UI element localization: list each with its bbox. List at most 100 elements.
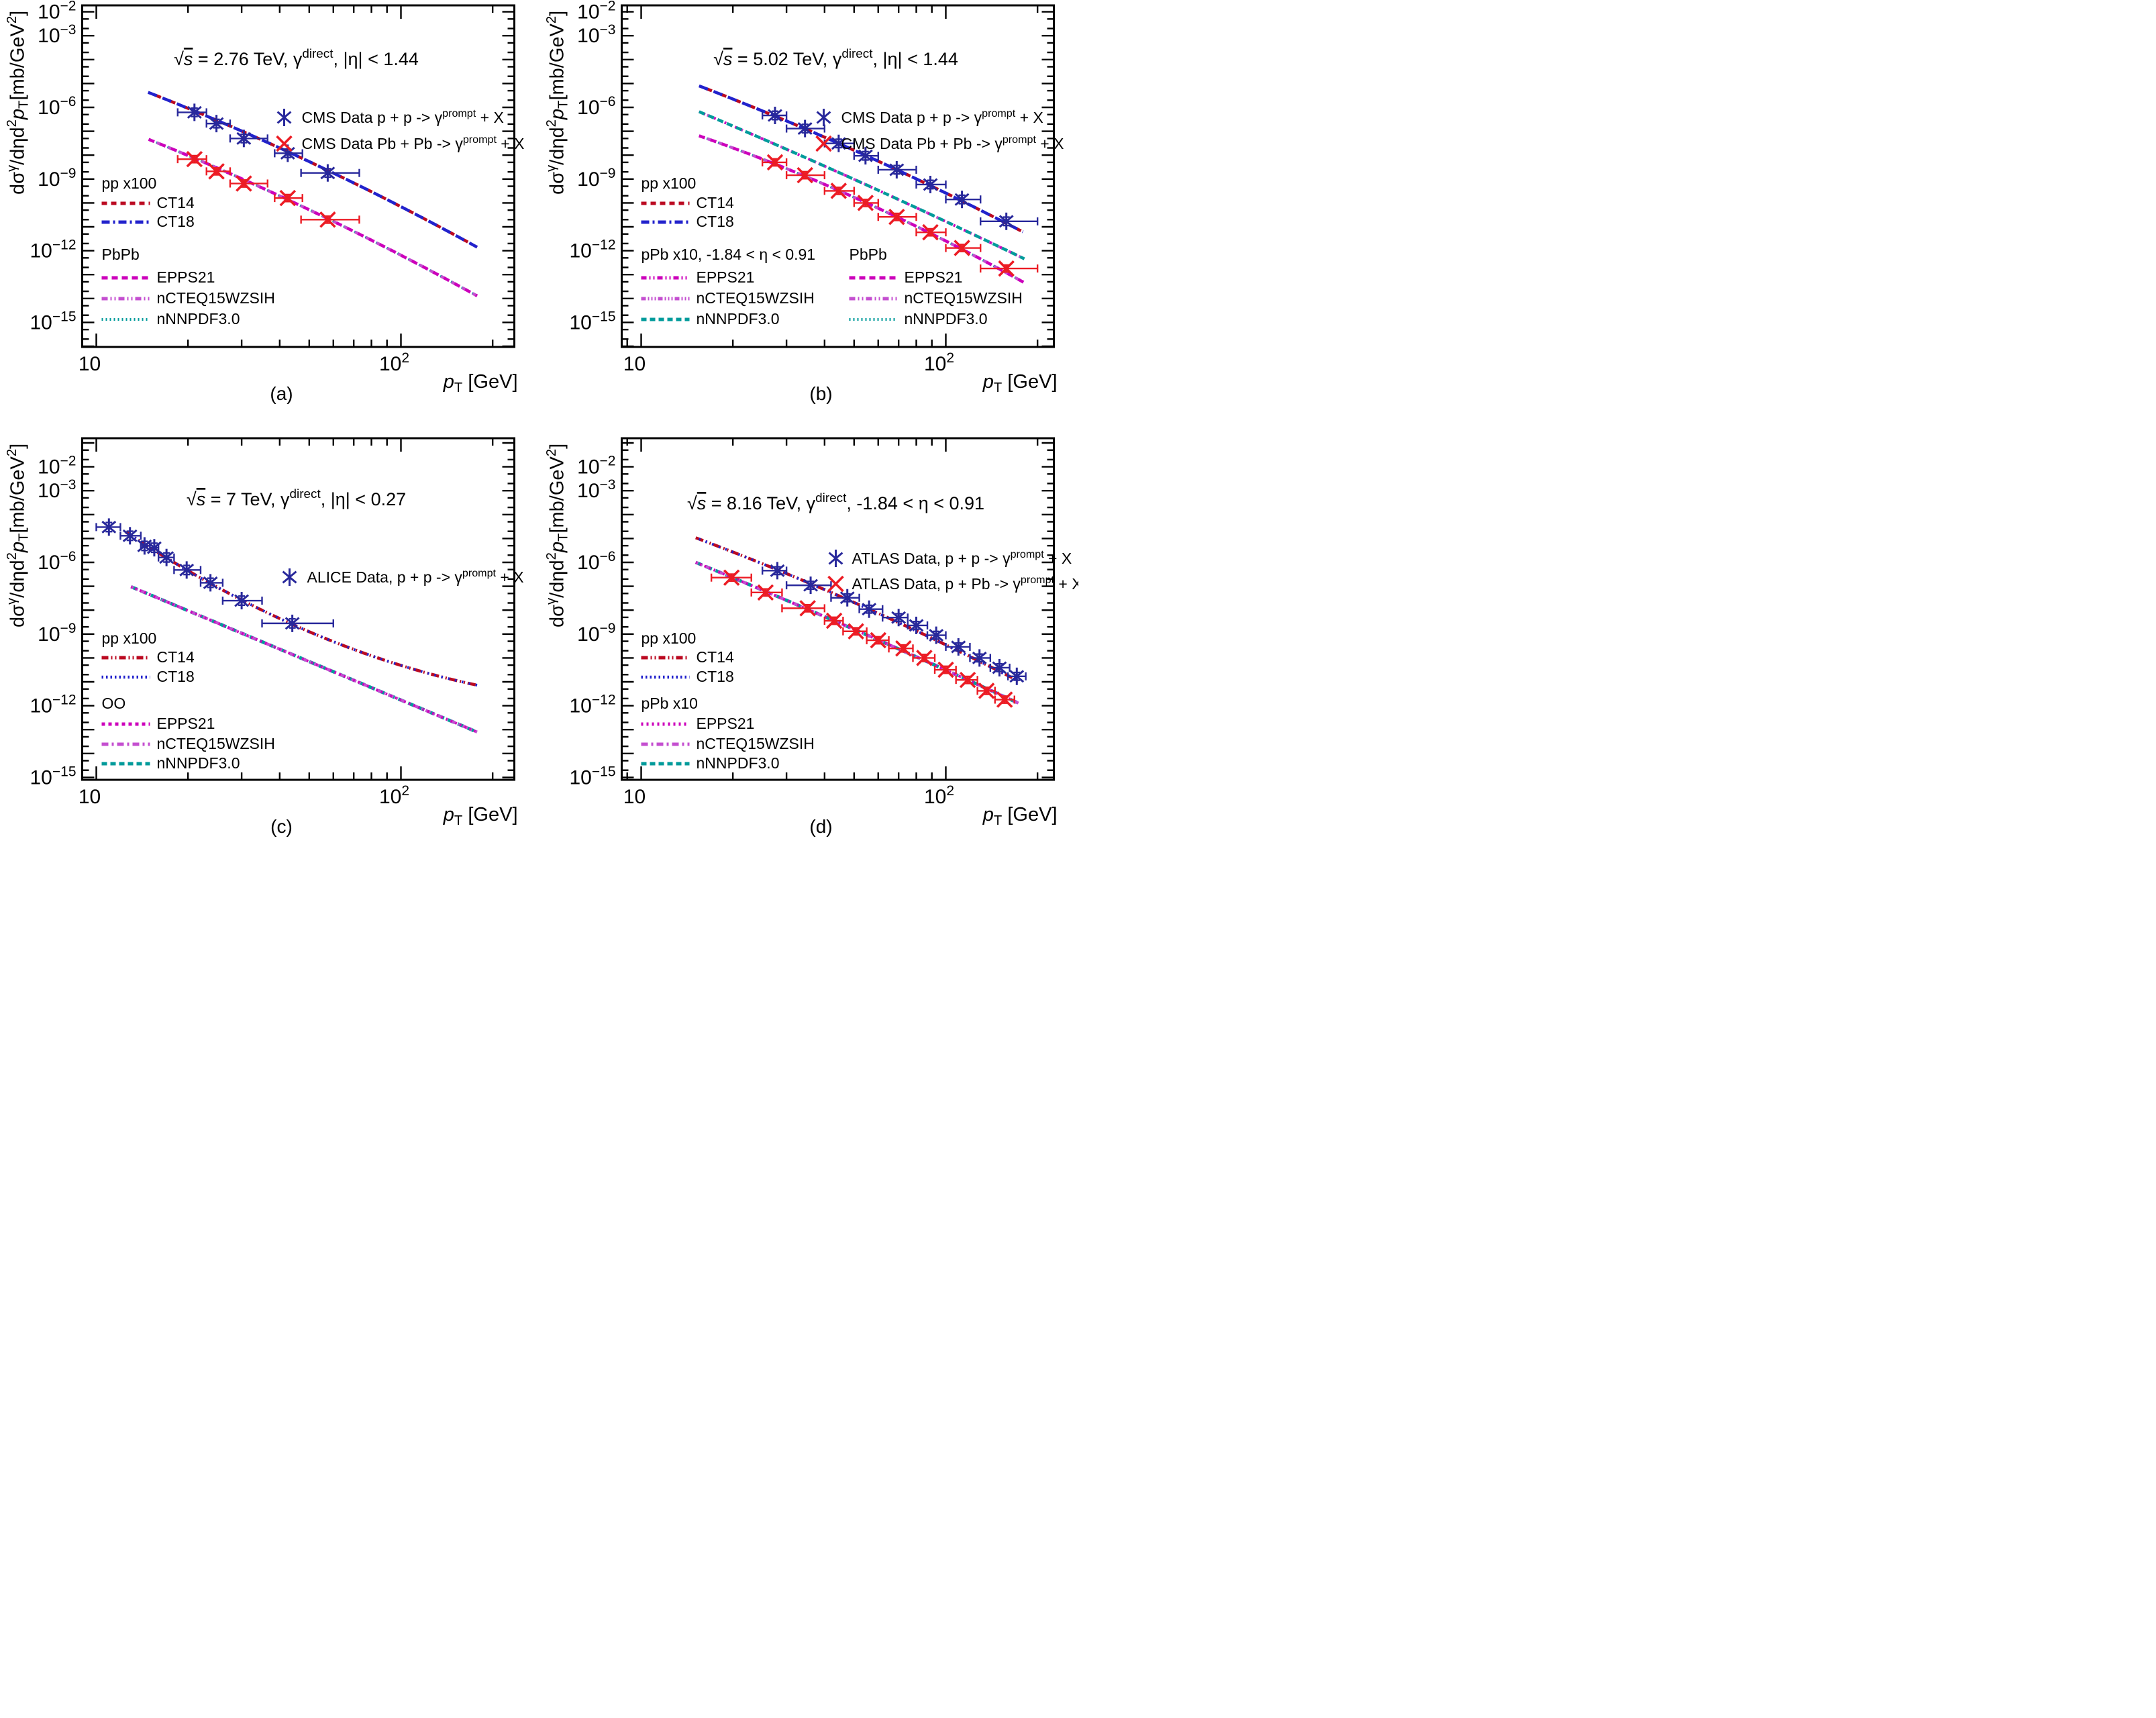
curve-pPb-x10-ppbB_nnn <box>698 110 1025 260</box>
x-marker <box>757 584 774 601</box>
legend-block-header: pp x100 <box>641 174 696 192</box>
y-tick-label: 10−2 <box>38 454 76 478</box>
legend-entry-label: CT18 <box>696 668 733 685</box>
legend-block-header: pPb x10, -1.84 < η < 0.91 <box>641 246 815 263</box>
legend-entry-label: nCTEQ15WZSIH <box>157 735 275 752</box>
asterisk-marker <box>909 616 923 634</box>
y-tick-label: 10−9 <box>577 621 615 646</box>
asterisk-marker <box>797 119 813 138</box>
legend-entry-label: CT14 <box>157 648 195 666</box>
asterisk-marker <box>950 638 966 656</box>
legend-asterisk-icon <box>828 550 843 567</box>
asterisk-marker <box>179 561 195 579</box>
data-legend: CMS Data p + p -> γprompt + X CMS Data Pb… <box>276 107 525 152</box>
x-marker <box>894 640 912 657</box>
panel-d: 10 102 10−2 10−3 10−6 10−9 10−12 10−15 pT [GeV] d… <box>540 433 1082 866</box>
axis-ticks <box>621 438 1054 780</box>
axis-ticks <box>81 438 515 780</box>
legend-entry-label: CT18 <box>696 213 733 230</box>
legend-entry-label: EPPS21 <box>157 268 215 286</box>
legend-entry-label: nCTEQ15WZSIH <box>696 735 814 752</box>
y-tick-label: 10−2 <box>38 0 76 23</box>
series-cms-pbpb <box>761 154 1038 277</box>
curve-OO-ooC_epp <box>130 585 478 734</box>
x-marker <box>799 600 816 617</box>
legend-entry-label: EPPS21 <box>157 715 215 732</box>
series-cms-pp-x100 <box>176 103 360 182</box>
asterisk-marker <box>972 649 987 667</box>
data-legend-label: ALICE Data, p + p -> γprompt + X <box>307 567 524 586</box>
y-tick-label: 10−6 <box>577 94 615 119</box>
legend-block-header: PbPb <box>102 246 140 263</box>
legend-entry-label: nNNPDF3.0 <box>696 754 779 772</box>
data-legend-label: ATLAS Data, p + p -> γprompt + X <box>852 548 1072 567</box>
data-legend: ATLAS Data, p + p -> γprompt + X ATLAS Da… <box>827 548 1082 593</box>
x-marker <box>279 189 297 207</box>
y-tick-label: 10−6 <box>38 94 76 119</box>
panel-letter: (d) <box>809 816 832 837</box>
panel-title: √s = 2.76 TeV, γdirect, |η| < 1.44 <box>174 47 419 69</box>
plot-frame <box>81 4 515 348</box>
x-axis-title: pT [GeV] <box>982 371 1057 395</box>
asterisk-marker <box>928 626 943 644</box>
panel-d-chart: 10 102 10−210−3 10−6 10−9 10−12 10−15 pT [GeV] d… <box>544 437 1082 837</box>
x-marker <box>921 223 939 241</box>
legend-entry-label: nNNPDF3.0 <box>157 754 240 772</box>
plot-frame <box>620 4 1055 348</box>
asterisk-marker <box>159 548 174 566</box>
y-tick-label: 10−6 <box>577 549 615 574</box>
x-marker <box>870 631 886 649</box>
data-legend-label: CMS Data Pb + Pb -> γprompt + X <box>302 134 525 152</box>
curve-pp-x100-CT14-CT18-ppA_ct18 <box>147 91 478 249</box>
asterisk-marker <box>122 527 138 545</box>
data-legend-label: ATLAS Data, p + Pb -> γprompt + X <box>852 574 1078 593</box>
asterisk-marker <box>923 175 937 193</box>
legend-entry-label: nCTEQ15WZSIH <box>157 289 275 307</box>
asterisk-marker <box>839 589 855 607</box>
x-axis-title: pT [GeV] <box>443 804 518 828</box>
curve-pp-x100-ppA_ct14 <box>698 84 1023 234</box>
legend-x-icon <box>827 575 844 593</box>
data-legend: CMS Data p + p -> γprompt + X CMS Data Pb… <box>815 107 1064 152</box>
y-axis-title: dσγ/dηd2pT[mb/GeV2] <box>544 444 570 627</box>
curve-PbPb-pbA_epp <box>698 134 1025 285</box>
legend-block-1: pPb x10 EPPS21 nCTEQ15WZSIH nNNPDF3.0 <box>641 695 814 772</box>
curve-pPb-x10-ooC_epp <box>695 561 1019 705</box>
y-tick-label: 10−9 <box>577 166 615 191</box>
data-legend-label: CMS Data Pb + Pb -> γprompt + X <box>841 134 1064 152</box>
theory-curves <box>125 530 478 734</box>
asterisk-marker <box>236 130 252 148</box>
asterisk-marker <box>861 600 876 618</box>
x-tick-label: 10 <box>623 353 645 375</box>
asterisk-marker <box>954 191 970 209</box>
legend-entry-label: EPPS21 <box>696 268 754 286</box>
series-atlas-ppb-x10 <box>710 569 1015 708</box>
legend-block-1: pPb x10, -1.84 < η < 0.91 EPPS21 nCTEQ15WZ… <box>641 246 815 327</box>
panel-c: 10 102 10−2 10−3 10−6 10−9 10−12 10−15 pT [GeV] d… <box>0 433 540 866</box>
legend-x-icon <box>276 135 293 152</box>
x-marker <box>915 650 933 666</box>
curve-PbPb-EPPS21-nCTEQ-nNNPDF-pbA_nct <box>148 138 478 297</box>
panel-title: √s = 8.16 TeV, γdirect, -1.84 < η < 0.91 <box>686 491 984 513</box>
asterisk-marker <box>858 147 873 165</box>
y-tick-label: 10−3 <box>38 477 76 502</box>
series-atlas-pp-x100 <box>761 562 1027 685</box>
data-legend: ALICE Data, p + p -> γprompt + X <box>282 567 524 586</box>
x-marker <box>996 691 1013 708</box>
panel-b-chart: 10 102 10−210−3 10−6 10−9 10−12 10−15 pT [GeV] d… <box>544 0 1064 404</box>
asterisk-marker <box>767 107 782 125</box>
asterisk-marker <box>890 609 906 627</box>
x-tick-label: 102 <box>379 350 409 375</box>
legend-entry-label: nCTEQ15WZSIH <box>904 289 1022 307</box>
y-tick-label: 10−12 <box>569 693 615 717</box>
asterisk-marker <box>203 574 218 592</box>
y-tick-label: 10−3 <box>577 477 615 502</box>
legend-x-icon <box>815 135 832 152</box>
panel-a-chart: 10 102 10−210−3 10−6 10−9 10−12 10−15 pT [GeV] d… <box>5 0 525 404</box>
panel-letter: (b) <box>809 383 832 404</box>
y-tick-label: 10−15 <box>569 764 615 789</box>
asterisk-marker <box>770 562 784 580</box>
legend-entry-label: CT18 <box>157 213 195 230</box>
error-bars <box>761 110 1038 227</box>
